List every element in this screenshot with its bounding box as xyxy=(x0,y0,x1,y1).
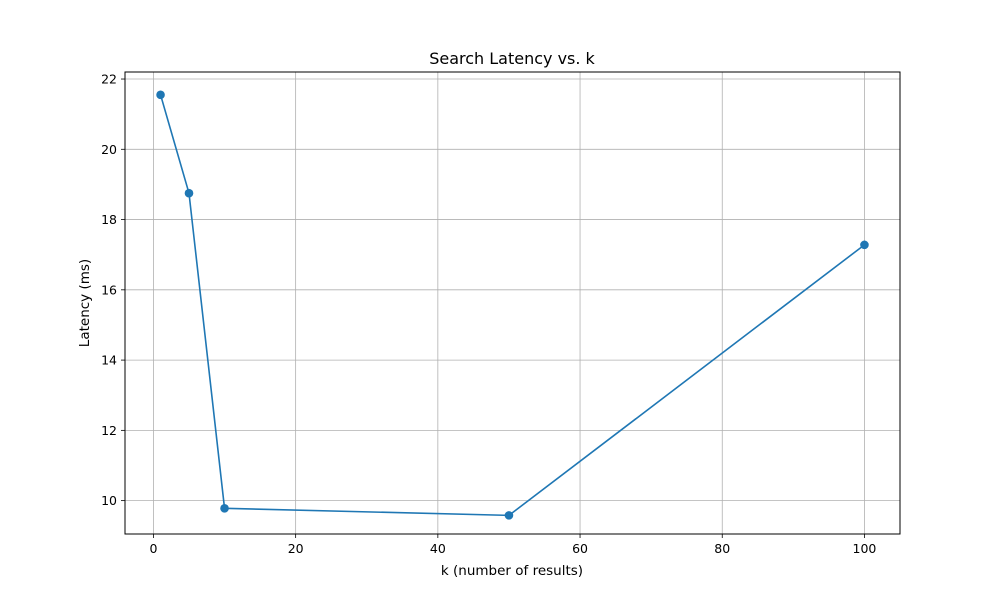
x-tick-label: 100 xyxy=(853,541,877,556)
y-axis: 10 12 14 16 18 20 22 xyxy=(101,72,125,508)
data-point xyxy=(220,504,229,513)
chart-title: Search Latency vs. k xyxy=(429,49,595,68)
y-tick-label: 18 xyxy=(101,212,117,227)
y-tick-label: 12 xyxy=(101,423,117,438)
data-point xyxy=(504,511,514,520)
grid-lines xyxy=(125,72,900,534)
y-tick-label: 16 xyxy=(101,282,117,297)
x-axis: 0 20 40 60 80 100 xyxy=(149,534,876,556)
data-point xyxy=(156,90,165,100)
data-point xyxy=(184,188,194,198)
data-point xyxy=(860,240,869,250)
x-tick-label: 60 xyxy=(572,541,588,556)
y-tick-label: 14 xyxy=(101,353,117,368)
plot-frame xyxy=(124,71,901,535)
x-axis-label: k (number of results) xyxy=(441,563,583,579)
y-axis-label: Latency (ms) xyxy=(77,259,93,347)
series-layer xyxy=(156,90,869,520)
x-tick-label: 0 xyxy=(149,541,157,556)
x-tick-label: 80 xyxy=(714,541,730,556)
x-tick-label: 40 xyxy=(430,541,446,556)
y-tick-label: 22 xyxy=(101,72,117,87)
y-tick-label: 20 xyxy=(101,142,117,157)
x-tick-label: 20 xyxy=(288,541,304,556)
y-tick-label: 10 xyxy=(101,493,117,508)
